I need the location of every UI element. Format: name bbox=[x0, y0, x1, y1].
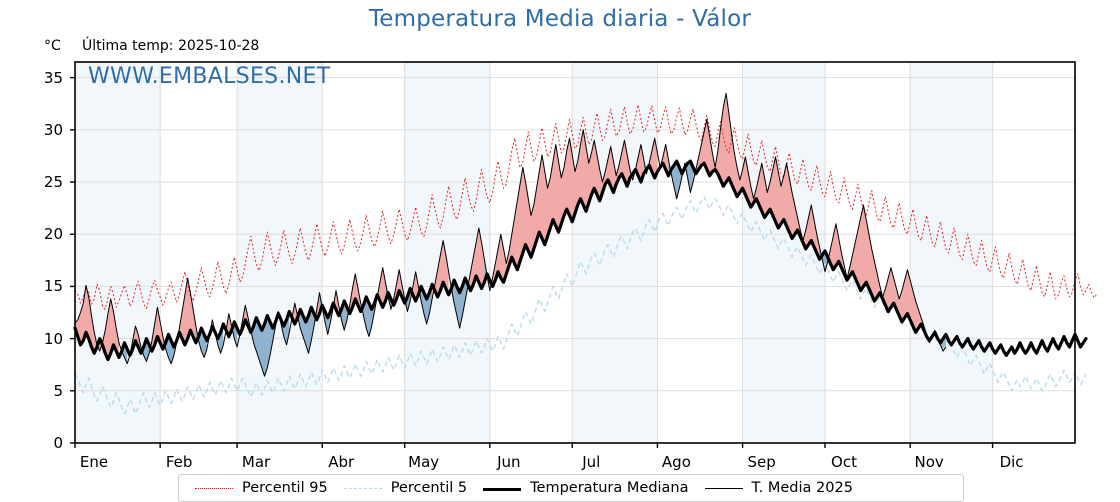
above-median-fill bbox=[75, 285, 97, 354]
legend-swatch-icon bbox=[195, 482, 233, 494]
x-axis-tick-label: Oct bbox=[831, 453, 857, 471]
legend-item[interactable]: T. Media 2025 bbox=[689, 475, 853, 501]
y-axis-tick-label: 0 bbox=[53, 434, 63, 452]
y-axis-tick-label: 15 bbox=[43, 277, 63, 296]
page-title: Temperatura Media diaria - Válor bbox=[368, 6, 752, 32]
legend-item[interactable]: Percentil 5 bbox=[328, 475, 467, 501]
month-band bbox=[742, 62, 825, 443]
y-axis-tick-label: 25 bbox=[43, 173, 63, 192]
below-median-fill bbox=[684, 161, 694, 193]
x-axis-tick-label: Feb bbox=[165, 453, 193, 471]
above-median-fill bbox=[489, 129, 630, 291]
legend-label: Percentil 5 bbox=[390, 480, 468, 496]
below-median-fill bbox=[451, 278, 468, 329]
legend: Percentil 95 Percentil 5 Temperatura Media… bbox=[178, 474, 964, 502]
month-band bbox=[910, 62, 993, 443]
x-axis-tick-label: Sep bbox=[747, 453, 776, 471]
below-median-fill bbox=[140, 338, 150, 362]
below-median-fill bbox=[195, 326, 207, 358]
x-axis-tick-label: Ago bbox=[661, 453, 691, 471]
x-axis-tick-label: Nov bbox=[914, 453, 944, 471]
legend-item[interactable]: Percentil 95 bbox=[179, 475, 328, 501]
x-axis-tick-label: Dic bbox=[999, 453, 1024, 471]
x-axis-tick-label: Abr bbox=[328, 453, 355, 471]
x-axis-tick-label: Jun bbox=[497, 453, 521, 471]
above-median-fill bbox=[410, 271, 419, 302]
median-temperature-line bbox=[73, 159, 1088, 362]
plot-frame bbox=[74, 61, 1076, 444]
below-median-fill bbox=[250, 315, 276, 377]
y-axis-tick-label: 20 bbox=[43, 225, 63, 244]
above-median-fill bbox=[827, 205, 927, 337]
legend-item[interactable]: Temperatura Mediana bbox=[467, 475, 689, 501]
last-temperature-label: Última temp: 2025-10-28 bbox=[82, 38, 260, 54]
above-median-fill bbox=[390, 269, 405, 310]
x-axis-tick-label: Jul bbox=[582, 453, 601, 471]
below-median-fill bbox=[418, 284, 433, 324]
x-axis-tick-label: Ene bbox=[79, 453, 109, 471]
above-median-fill bbox=[467, 227, 485, 291]
y-axis-tick-label: 5 bbox=[53, 381, 63, 400]
legend-swatch-icon bbox=[483, 482, 522, 494]
legend-label: Percentil 95 bbox=[242, 480, 328, 496]
y-axis-tick-label: 35 bbox=[43, 68, 63, 87]
legend-label: Temperatura Mediana bbox=[530, 480, 689, 496]
below-median-fill bbox=[297, 307, 315, 354]
legend-swatch-icon bbox=[343, 482, 382, 494]
x-axis-tick-label: Mar bbox=[241, 453, 271, 471]
current-year-temperature-line bbox=[74, 92, 947, 377]
y-axis-tick-label: 30 bbox=[43, 120, 63, 139]
x-axis-tick-label: May bbox=[408, 453, 440, 471]
month-band bbox=[75, 62, 161, 443]
below-median-fill bbox=[338, 301, 347, 331]
above-median-fill bbox=[176, 278, 196, 345]
legend-swatch-icon bbox=[704, 482, 743, 494]
month-band bbox=[237, 62, 323, 443]
legend-label: T. Media 2025 bbox=[751, 480, 853, 496]
above-median-fill bbox=[693, 93, 820, 260]
y-axis-unit-label: °C bbox=[44, 38, 61, 54]
above-median-fill bbox=[646, 138, 658, 178]
y-axis-tick-label: 10 bbox=[43, 329, 63, 348]
